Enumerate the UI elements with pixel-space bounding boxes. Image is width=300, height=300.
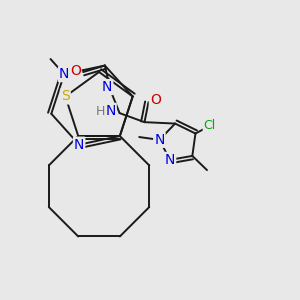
Text: N: N — [74, 138, 84, 152]
Text: Cl: Cl — [204, 118, 216, 132]
Text: O: O — [150, 93, 161, 107]
Text: N: N — [165, 153, 175, 167]
Text: N: N — [102, 80, 112, 94]
Text: S: S — [61, 89, 70, 103]
Text: H: H — [96, 106, 105, 118]
Text: N: N — [105, 104, 116, 118]
Text: O: O — [70, 64, 81, 78]
Text: N: N — [59, 67, 69, 81]
Text: N: N — [154, 133, 165, 147]
